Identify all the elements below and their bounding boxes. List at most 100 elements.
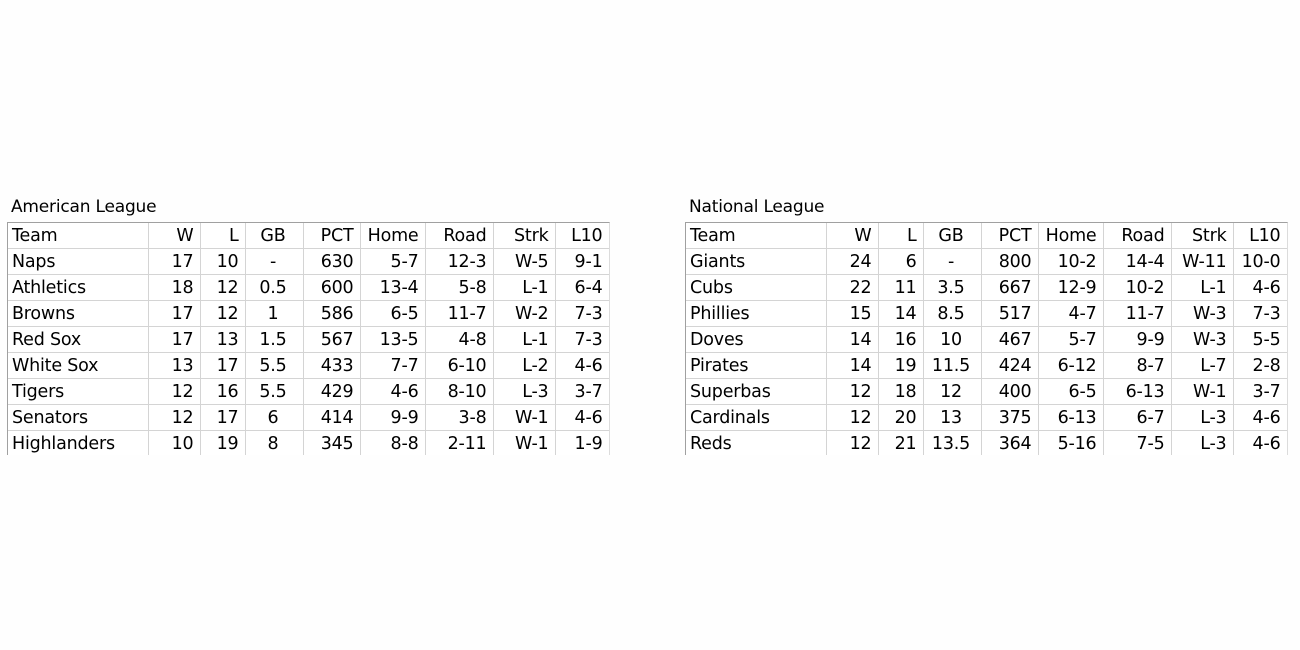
cell-gb: 1.5 <box>245 326 304 353</box>
cell-pct: 586 <box>303 300 361 327</box>
column-header-gb[interactable]: GB <box>923 223 982 249</box>
table-row[interactable]: Doves 14 16 10 467 5-7 9-9 W-3 5-5 <box>686 326 1287 353</box>
cell-gb: 10 <box>923 326 982 353</box>
cell-road: 6-7 <box>1103 404 1172 431</box>
table-row[interactable]: Reds 12 21 13.5 364 5-16 7-5 L-3 4-6 <box>686 430 1287 455</box>
cell-pct: 375 <box>981 404 1039 431</box>
cell-l10: 4-6 <box>1233 430 1287 455</box>
column-header-pct[interactable]: PCT <box>303 223 361 249</box>
cell-road: 11-7 <box>1103 300 1172 327</box>
cell-pct: 433 <box>303 352 361 379</box>
cell-pct: 600 <box>303 274 361 301</box>
column-header-pct[interactable]: PCT <box>981 223 1039 249</box>
table-row[interactable]: Red Sox 17 13 1.5 567 13-5 4-8 L-1 7-3 <box>8 326 609 353</box>
cell-home: 12-9 <box>1038 274 1104 301</box>
table-row[interactable]: Tigers 12 16 5.5 429 4-6 8-10 L-3 3-7 <box>8 378 609 405</box>
column-header-gb[interactable]: GB <box>245 223 304 249</box>
table-row[interactable]: Senators 12 17 6 414 9-9 3-8 W-1 4-6 <box>8 404 609 431</box>
table-row[interactable]: Highlanders 10 19 8 345 8-8 2-11 W-1 1-9 <box>8 430 609 455</box>
cell-gb: 13.5 <box>923 430 982 455</box>
cell-w: 12 <box>826 404 879 431</box>
cell-gb: 3.5 <box>923 274 982 301</box>
cell-strk: L-3 <box>1171 404 1234 431</box>
column-header-strk[interactable]: Strk <box>493 223 556 249</box>
table-row[interactable]: Cubs 22 11 3.5 667 12-9 10-2 L-1 4-6 <box>686 274 1287 301</box>
cell-strk: W-3 <box>1171 326 1234 353</box>
cell-strk: W-2 <box>493 300 556 327</box>
column-header-team[interactable]: Team <box>8 223 149 249</box>
league-title: American League <box>11 197 157 217</box>
cell-strk: W-11 <box>1171 248 1234 275</box>
cell-l: 18 <box>878 378 924 405</box>
cell-w: 13 <box>148 352 201 379</box>
standings-table: Team W L GB PCT Home Road Strk L10 Naps 17 10-630 5… <box>8 223 609 455</box>
cell-team: Naps <box>8 248 149 275</box>
american-league-panel: American League Team W L GB PCT Home Road Strk L… <box>7 196 614 455</box>
cell-l10: 3-7 <box>1233 378 1287 405</box>
national-league-panel: National League Team W L GB PCT Home Road Strk L… <box>685 196 1292 455</box>
cell-road: 11-7 <box>425 300 494 327</box>
cell-team: Athletics <box>8 274 149 301</box>
table-row[interactable]: Phillies 15 14 8.5 517 4-7 11-7 W-3 7-3 <box>686 300 1287 327</box>
cell-l: 19 <box>200 430 246 455</box>
header-row: Team W L GB PCT Home Road Strk L10 <box>686 223 1287 249</box>
cell-l10: 3-7 <box>555 378 609 405</box>
column-header-road[interactable]: Road <box>1103 223 1172 249</box>
cell-home: 5-16 <box>1038 430 1104 455</box>
column-header-l10[interactable]: L10 <box>555 223 609 249</box>
cell-gb: 5.5 <box>245 352 304 379</box>
column-header-home[interactable]: Home <box>1038 223 1104 249</box>
cell-road: 6-10 <box>425 352 494 379</box>
cell-road: 6-13 <box>1103 378 1172 405</box>
header-row: Team W L GB PCT Home Road Strk L10 <box>8 223 609 249</box>
column-header-road[interactable]: Road <box>425 223 494 249</box>
cell-road: 14-4 <box>1103 248 1172 275</box>
cell-home: 5-7 <box>360 248 426 275</box>
table-row[interactable]: Cardinals 12 20 13 375 6-13 6-7 L-3 4-6 <box>686 404 1287 431</box>
cell-w: 24 <box>826 248 879 275</box>
column-header-strk[interactable]: Strk <box>1171 223 1234 249</box>
cell-w: 15 <box>826 300 879 327</box>
standings-grid[interactable]: Team W L GB PCT Home Road Strk L10 Naps 17 10-630 5… <box>7 222 610 455</box>
cell-team: Red Sox <box>8 326 149 353</box>
cell-l: 6 <box>878 248 924 275</box>
table-row[interactable]: Naps 17 10-630 5-7 12-3 W-5 9-1 <box>8 248 609 275</box>
column-header-team[interactable]: Team <box>686 223 827 249</box>
cell-road: 12-3 <box>425 248 494 275</box>
column-header-w[interactable]: W <box>826 223 879 249</box>
table-row[interactable]: Browns 17 12 1 586 6-5 11-7 W-2 7-3 <box>8 300 609 327</box>
column-header-w[interactable]: W <box>148 223 201 249</box>
cell-l: 16 <box>200 378 246 405</box>
cell-team: Cardinals <box>686 404 827 431</box>
column-header-home[interactable]: Home <box>360 223 426 249</box>
column-header-l10[interactable]: L10 <box>1233 223 1287 249</box>
cell-w: 17 <box>148 248 201 275</box>
cell-team: Senators <box>8 404 149 431</box>
cell-home: 13-5 <box>360 326 426 353</box>
cell-pct: 345 <box>303 430 361 455</box>
column-header-l[interactable]: L <box>200 223 246 249</box>
table-row[interactable]: Athletics 18 12 0.5 600 13-4 5-8 L-1 6-4 <box>8 274 609 301</box>
standings-grid[interactable]: Team W L GB PCT Home Road Strk L10 Giants 24 6-800… <box>685 222 1288 455</box>
cell-team: Highlanders <box>8 430 149 455</box>
cell-strk: L-1 <box>1171 274 1234 301</box>
table-row[interactable]: Giants 24 6-800 10-2 14-4 W-11 10-0 <box>686 248 1287 275</box>
cell-strk: W-1 <box>1171 378 1234 405</box>
cell-l10: 4-6 <box>555 404 609 431</box>
cell-team: Doves <box>686 326 827 353</box>
cell-pct: 517 <box>981 300 1039 327</box>
cell-team: Phillies <box>686 300 827 327</box>
cell-l: 19 <box>878 352 924 379</box>
column-header-l[interactable]: L <box>878 223 924 249</box>
cell-w: 14 <box>826 352 879 379</box>
table-row[interactable]: Pirates 14 19 11.5 424 6-12 8-7 L-7 2-8 <box>686 352 1287 379</box>
table-row[interactable]: Superbas 12 18 12 400 6-5 6-13 W-1 3-7 <box>686 378 1287 405</box>
cell-strk: L-1 <box>493 274 556 301</box>
table-row[interactable]: White Sox 13 17 5.5 433 7-7 6-10 L-2 4-6 <box>8 352 609 379</box>
cell-w: 12 <box>826 430 879 455</box>
cell-l10: 7-3 <box>1233 300 1287 327</box>
cell-home: 8-8 <box>360 430 426 455</box>
cell-w: 18 <box>148 274 201 301</box>
cell-home: 7-7 <box>360 352 426 379</box>
cell-home: 6-12 <box>1038 352 1104 379</box>
